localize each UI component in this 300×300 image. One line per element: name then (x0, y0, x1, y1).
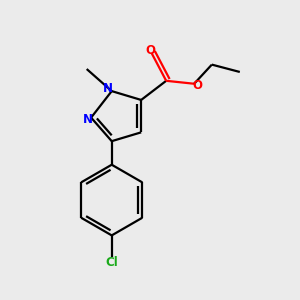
Text: N: N (82, 112, 93, 126)
Text: O: O (145, 44, 155, 57)
Text: N: N (103, 82, 113, 95)
Text: Cl: Cl (105, 256, 118, 269)
Text: O: O (193, 79, 203, 92)
